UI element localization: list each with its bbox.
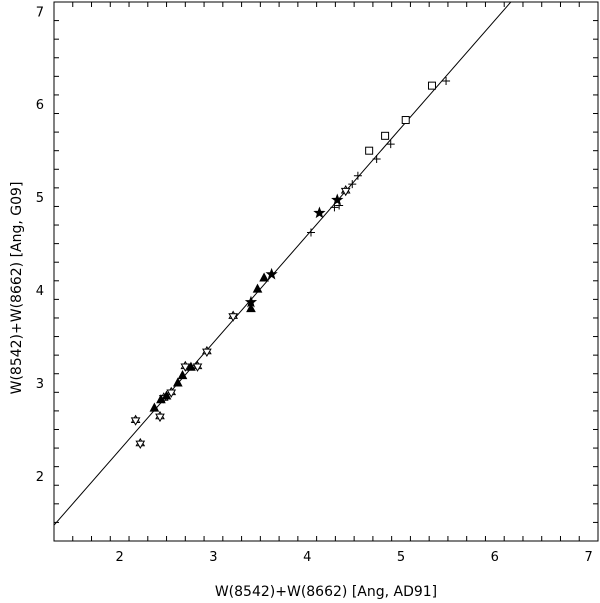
open-star-part [340, 187, 351, 197]
open-star-part [192, 363, 203, 372]
open-star-part [135, 440, 146, 450]
y-tick-label: 2 [36, 470, 44, 485]
open-square-marker [427, 81, 436, 90]
plus-marker [353, 171, 362, 180]
plus-marker [335, 201, 344, 210]
open-star-marker [166, 386, 177, 398]
filled-triangle-marker [186, 361, 196, 371]
x-tick-label: 3 [209, 550, 217, 565]
open-star-part [180, 363, 191, 372]
x-tick-label: 7 [584, 550, 592, 565]
filled-star-marker [244, 295, 258, 308]
filled-star-marker [313, 206, 326, 219]
plus-marker [306, 228, 315, 237]
open-star-part [228, 313, 238, 322]
open-star-marker [180, 360, 191, 372]
open-star-marker [340, 185, 351, 197]
x-tick-label: 2 [116, 550, 124, 565]
fit-line [53, 1, 512, 526]
filled-triangle-marker [246, 303, 256, 313]
plus-marker [348, 180, 357, 189]
fit-line-layer [53, 1, 512, 526]
plot-border [53, 1, 599, 542]
x-axis-title: W(8542)+W(8662) [Ang, AD91] [215, 584, 437, 600]
open-star-marker [155, 410, 165, 423]
data-points [130, 76, 451, 450]
y-tick-label: 3 [36, 377, 44, 392]
open-star-marker [192, 360, 203, 372]
filled-star-marker [265, 267, 278, 280]
y-tick-label: 4 [36, 284, 44, 299]
x-tick-label: 5 [397, 550, 405, 565]
open-square-marker [365, 146, 374, 155]
y-tick-label: 6 [36, 98, 44, 113]
open-star-part [202, 348, 212, 358]
open-square-marker [381, 131, 390, 140]
plus-marker [330, 203, 339, 212]
open-star-marker [130, 414, 141, 426]
open-star-part [166, 389, 177, 398]
axis-ticks [53, 1, 599, 542]
open-star-marker [228, 310, 238, 322]
y-axis-title: W(8542)+W(8662) [Ang, G09] [9, 182, 25, 395]
open-star-part [130, 417, 141, 426]
filled-triangle-marker [149, 402, 160, 412]
x-tick-labels: 2 3 4 5 6 7 [116, 550, 593, 565]
filled-triangle-marker [172, 377, 183, 387]
open-square-marker [401, 116, 410, 125]
filled-triangle-marker [177, 370, 188, 380]
y-tick-labels: 2 3 4 5 6 7 [36, 5, 44, 485]
filled-star-marker [331, 193, 344, 206]
y-tick-label: 5 [36, 191, 44, 206]
x-tick-label: 4 [303, 550, 311, 565]
x-tick-label: 6 [491, 550, 499, 565]
filled-triangle-marker [252, 283, 263, 293]
plus-marker [442, 76, 451, 85]
open-star-marker [202, 345, 212, 358]
plot-frame [53, 1, 599, 542]
filled-triangle-marker [161, 390, 172, 400]
filled-triangle-marker [259, 272, 269, 282]
open-star-marker [135, 437, 146, 450]
plus-marker [372, 155, 381, 164]
plus-marker [386, 140, 395, 149]
open-star-part [155, 413, 165, 423]
y-tick-label: 7 [36, 5, 44, 20]
